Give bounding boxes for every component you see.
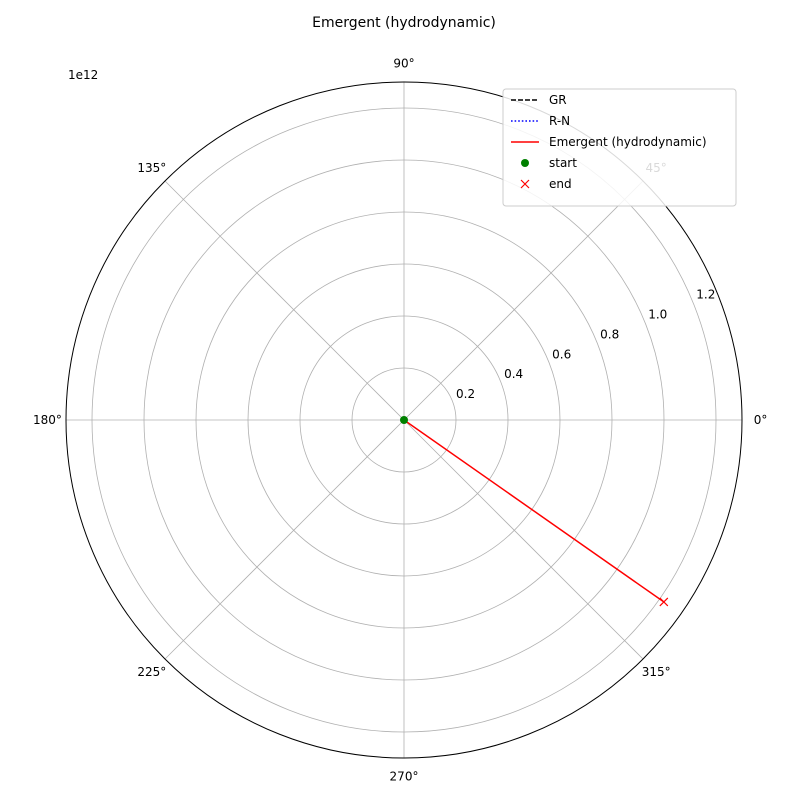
theta-tick-label: 270° bbox=[390, 770, 419, 784]
theta-tick-label: 135° bbox=[137, 161, 166, 175]
r-tick-label: 0.2 bbox=[456, 387, 475, 401]
legend-label: Emergent (hydrodynamic) bbox=[549, 135, 707, 149]
theta-grid-line bbox=[403, 419, 644, 660]
series-line bbox=[403, 419, 665, 603]
offset-label: 1e12 bbox=[68, 68, 98, 82]
legend-swatch-marker bbox=[520, 179, 530, 189]
theta-grid-line bbox=[403, 180, 644, 421]
chart-title: Emergent (hydrodynamic) bbox=[312, 15, 496, 31]
theta-tick-label: 90° bbox=[393, 56, 414, 70]
r-tick-label: 1.0 bbox=[648, 308, 667, 322]
legend-label: end bbox=[549, 177, 572, 191]
legend-box bbox=[502, 88, 737, 207]
r-tick-label: 0.4 bbox=[504, 367, 523, 381]
r-tick-label: 0.8 bbox=[600, 327, 619, 341]
r-tick-label: 0.6 bbox=[552, 347, 571, 361]
grid-layer: 0.20.40.60.81.01.20°45°90°135°180°225°27… bbox=[33, 56, 767, 783]
marker-end bbox=[659, 597, 669, 607]
marker-start bbox=[400, 416, 408, 424]
legend-label: GR bbox=[549, 93, 567, 107]
theta-tick-label: 315° bbox=[642, 665, 671, 679]
legend: GR R-N Emergent (hydrodynamic) start end bbox=[502, 88, 737, 207]
theta-tick-label: 0° bbox=[754, 413, 768, 427]
theta-grid-line bbox=[164, 419, 405, 660]
theta-grid-line bbox=[164, 180, 405, 421]
polar-frame bbox=[65, 81, 743, 759]
legend-swatch-marker bbox=[521, 159, 529, 167]
theta-tick-label: 225° bbox=[137, 665, 166, 679]
legend-label: start bbox=[549, 156, 577, 170]
legend-label: R-N bbox=[549, 114, 570, 128]
r-tick-label: 1.2 bbox=[696, 288, 715, 302]
theta-tick-label: 180° bbox=[33, 413, 62, 427]
data-layer bbox=[400, 416, 669, 607]
